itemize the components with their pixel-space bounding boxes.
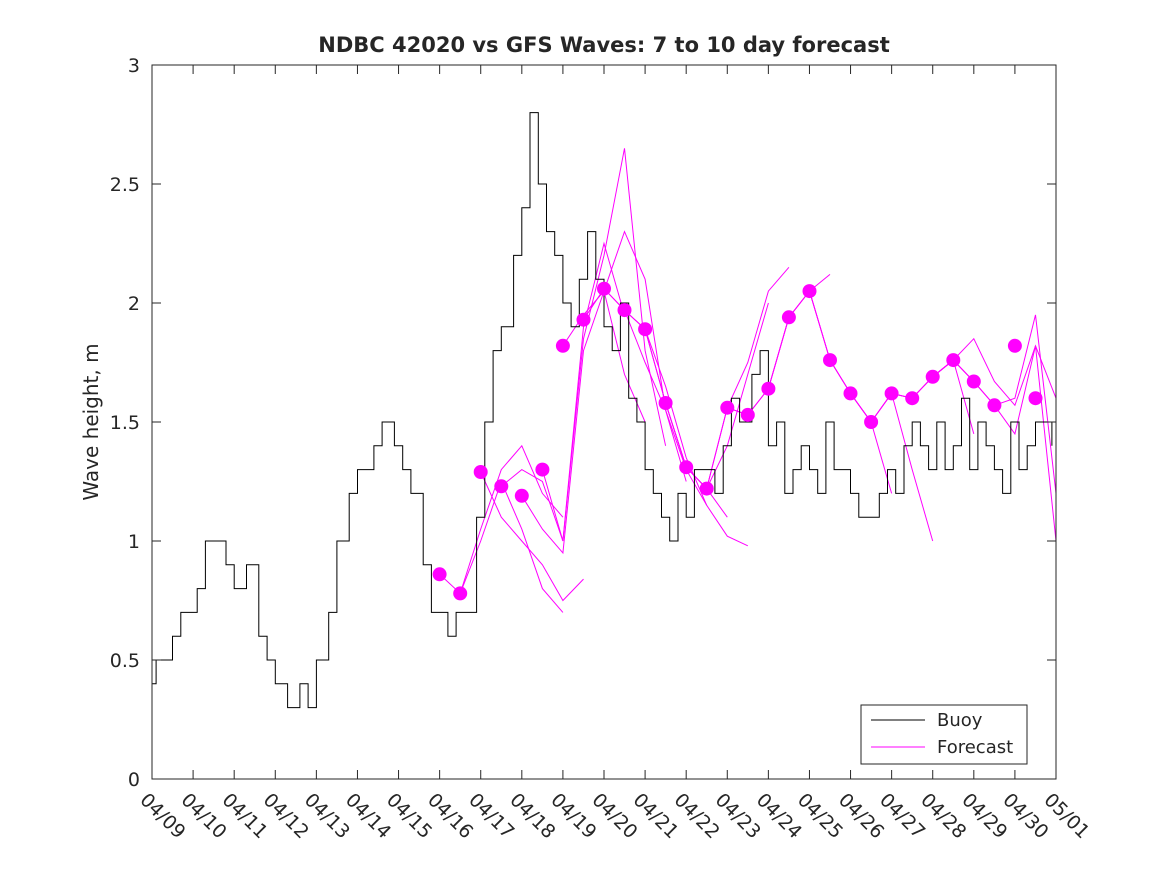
forecast-point — [987, 398, 1002, 413]
forecast-point — [720, 400, 735, 415]
chart-title: NDBC 42020 vs GFS Waves: 7 to 10 day for… — [318, 33, 889, 57]
y-tick-label: 0.5 — [110, 650, 140, 672]
forecast-trace-4 — [521, 289, 646, 555]
forecast-point — [946, 353, 961, 368]
forecast-point — [802, 284, 817, 299]
forecast-point — [535, 462, 550, 477]
forecast-point — [966, 374, 981, 389]
forecast-point — [905, 391, 920, 406]
y-tick-label: 0 — [128, 769, 140, 791]
y-tick-label: 2 — [128, 293, 140, 315]
forecast-point — [699, 481, 714, 496]
y-tick-label: 1.5 — [110, 412, 140, 434]
y-tick-label: 3 — [128, 55, 140, 77]
forecast-point — [761, 381, 776, 396]
forecast-point — [555, 338, 570, 353]
forecast-point — [884, 386, 899, 401]
forecast-trace-5 — [541, 148, 667, 542]
forecast-point — [473, 465, 488, 479]
forecast-point — [740, 407, 755, 422]
buoy-line — [152, 112, 1053, 709]
forecast-point — [843, 386, 858, 401]
y-tick-label: 2.5 — [110, 174, 140, 196]
forecast-point — [925, 369, 940, 384]
forecast-trace-2 — [480, 471, 584, 602]
forecast-point — [453, 586, 468, 601]
legend: Buoy Forecast — [860, 704, 1028, 765]
forecast-point — [823, 353, 837, 368]
forecast-point — [432, 567, 447, 582]
forecast-point — [781, 310, 796, 325]
legend-box — [860, 704, 1028, 765]
y-axis-label: Wave height, m — [79, 343, 103, 500]
forecast-trace-1 — [459, 480, 564, 613]
forecast-point — [864, 415, 879, 429]
forecast-point — [1007, 338, 1022, 353]
forecast-point — [1028, 391, 1043, 406]
plot-area — [152, 112, 1057, 709]
y-tick-label: 1 — [128, 531, 140, 553]
forecast-point — [597, 281, 611, 296]
forecast-point — [494, 479, 509, 494]
forecast-point — [638, 322, 653, 337]
forecast-point — [617, 303, 632, 318]
legend-forecast-label: Forecast — [937, 737, 1013, 758]
legend-buoy-label: Buoy — [937, 710, 983, 731]
forecast-point — [679, 460, 694, 475]
forecast-point — [658, 396, 673, 410]
forecast-point — [514, 488, 529, 503]
forecast-point — [576, 312, 591, 327]
